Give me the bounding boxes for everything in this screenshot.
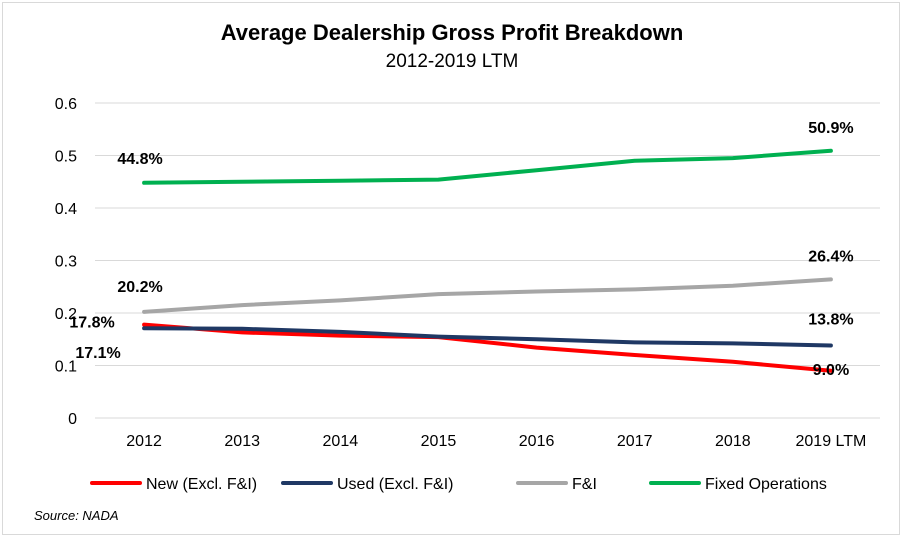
x-tick-label: 2019 LTM (796, 433, 867, 450)
x-tick-label: 2016 (519, 433, 555, 450)
y-tick-label: 0.4 (55, 201, 77, 218)
series-line (142, 322, 833, 373)
data-labels: 17.8% 9.0% 17.1% 13.8% 20.2% 26.4% 44.8% 50.9% (69, 120, 853, 379)
x-axis-ticks: 2012 2013 2014 2015 2016 2017 2018 2019 LTM (126, 433, 866, 450)
y-axis-ticks: 0 0.1 0.2 0.3 0.4 0.5 0.6 (55, 96, 77, 428)
x-tick-label: 2018 (715, 433, 751, 450)
y-tick-label: 0.1 (55, 359, 77, 376)
series-line (142, 148, 833, 185)
legend-label: Used (Excl. F&I) (337, 476, 453, 493)
legend-label: New (Excl. F&I) (146, 476, 257, 493)
y-tick-label: 0.6 (55, 96, 77, 113)
x-tick-label: 2012 (126, 433, 162, 450)
x-tick-label: 2017 (617, 433, 653, 450)
data-label: 20.2% (117, 279, 162, 296)
y-tick-label: 0.3 (55, 254, 77, 271)
source-note: Source: NADA (34, 508, 119, 523)
data-label: 9.0% (813, 362, 849, 379)
y-tick-label: 0.2 (55, 306, 77, 323)
legend-label: Fixed Operations (705, 476, 827, 493)
gridlines (95, 102, 880, 419)
chart-title: Average Dealership Gross Profit Breakdow… (221, 20, 684, 45)
x-tick-label: 2015 (421, 433, 457, 450)
data-label: 26.4% (808, 248, 853, 265)
y-tick-label: 0 (68, 411, 77, 428)
data-label: 44.8% (117, 151, 162, 168)
series-lines (142, 148, 833, 373)
legend-label: F&I (572, 476, 597, 493)
data-label: 17.8% (69, 315, 114, 332)
x-tick-label: 2014 (323, 433, 359, 450)
y-tick-label: 0.5 (55, 149, 77, 166)
series-line (142, 277, 833, 314)
data-label: 13.8% (808, 312, 853, 329)
series-line (142, 326, 833, 348)
legend: New (Excl. F&I) Used (Excl. F&I) F&I Fixed … (90, 476, 827, 493)
data-label: 50.9% (808, 120, 853, 137)
data-label: 17.1% (75, 345, 120, 362)
chart-subtitle: 2012-2019 LTM (386, 51, 519, 72)
x-tick-label: 2013 (224, 433, 260, 450)
